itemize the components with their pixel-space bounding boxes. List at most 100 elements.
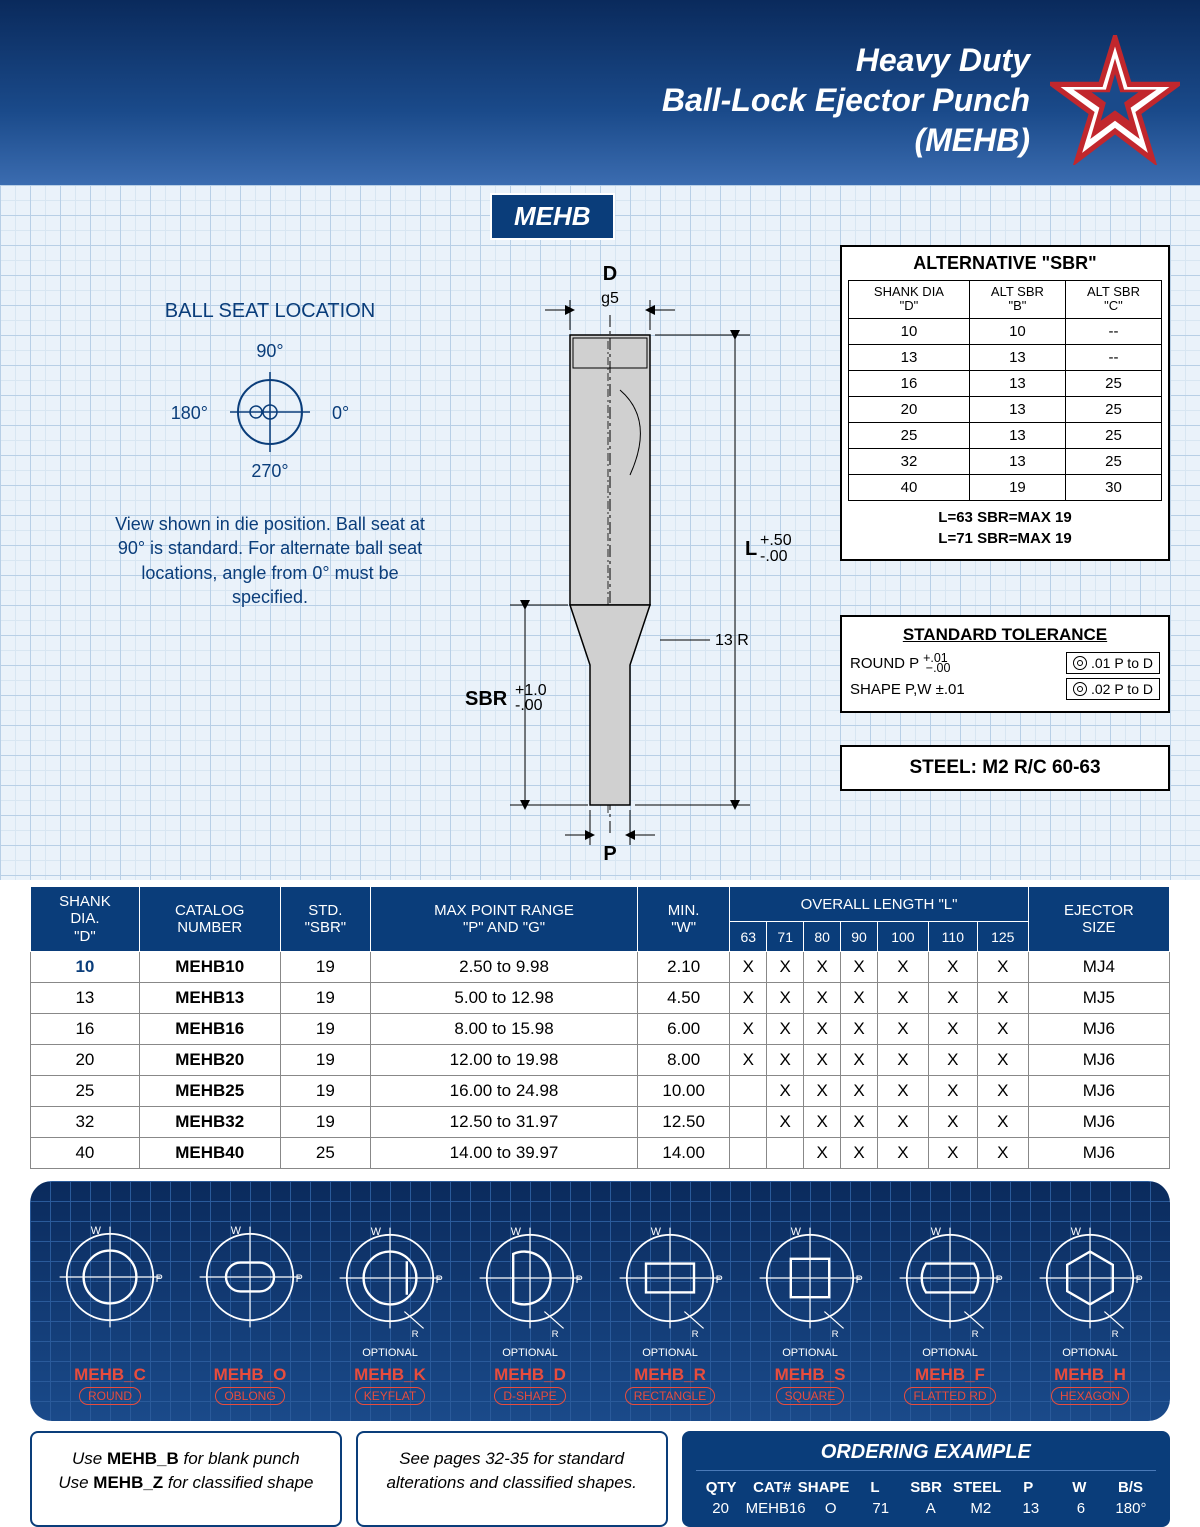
shape-name: ROUND — [79, 1387, 141, 1405]
ord-header: SHAPE — [798, 1479, 850, 1496]
th-lcol: 71 — [767, 922, 804, 951]
svg-text:W: W — [651, 1226, 662, 1238]
shape-name: KEYFLAT — [355, 1387, 425, 1405]
svg-text:P: P — [716, 1274, 723, 1286]
table-row: 40MEHB402514.00 to 39.9714.00XXXXXMJ6 — [31, 1137, 1170, 1168]
th-pg: MAX POINT RANGE "P" AND "G" — [371, 887, 638, 952]
alt-sbr-title: ALTERNATIVE "SBR" — [848, 253, 1162, 274]
table-cell: X — [877, 1075, 928, 1106]
shape-icon: W P R — [1030, 1213, 1150, 1343]
svg-text:SBR: SBR — [465, 688, 508, 710]
ord-value: O — [806, 1500, 856, 1517]
th-sbr: STD. "SBR" — [280, 887, 371, 952]
shape-code: MEHB_R — [600, 1365, 740, 1385]
table-cell: X — [841, 1044, 878, 1075]
alt-th: ALT SBR "C" — [1065, 281, 1161, 319]
th-lcol: 63 — [730, 922, 767, 951]
alt-cell: -- — [1065, 318, 1161, 344]
ord-value: 180° — [1106, 1500, 1156, 1517]
header-line3: (MEHB) — [662, 120, 1030, 160]
ord-header: P — [1003, 1479, 1054, 1496]
shape-code: MEHB_H — [1020, 1365, 1160, 1385]
th-ej: EJECTOR SIZE — [1028, 887, 1169, 952]
header-line1: Heavy Duty — [662, 40, 1030, 80]
svg-text:90°: 90° — [256, 341, 283, 361]
ball-seat-diagram: 90° 0° 180° 270° — [160, 337, 380, 487]
table-cell — [730, 1137, 767, 1168]
shape-code: MEHB_D — [460, 1365, 600, 1385]
alt-note2: L=71 SBR=MAX 19 — [848, 528, 1162, 549]
shape-code: MEHB_S — [740, 1365, 880, 1385]
std-r2-value: .02 P to D — [1066, 678, 1160, 700]
table-cell: X — [977, 1137, 1028, 1168]
table-cell: X — [928, 1106, 977, 1137]
alt-row: 201325 — [849, 396, 1162, 422]
table-cell: 20 — [31, 1044, 140, 1075]
svg-text:W: W — [931, 1226, 942, 1238]
shape-name: FLATTED RD — [904, 1387, 995, 1405]
shape-code: MEHB_O — [180, 1365, 320, 1385]
optional-label: OPTIONAL — [600, 1347, 740, 1359]
table-cell — [730, 1106, 767, 1137]
svg-text:W: W — [91, 1225, 102, 1237]
svg-text:P: P — [576, 1274, 583, 1286]
main-table-wrap: SHANK DIA. "D" CATALOG NUMBER STD. "SBR"… — [0, 886, 1200, 1169]
ord-value: MEHB16 — [746, 1500, 806, 1517]
footnote-box-2: See pages 32-35 for standard alterations… — [356, 1431, 668, 1527]
table-cell: 4.50 — [637, 982, 729, 1013]
table-cell: X — [841, 982, 878, 1013]
table-cell: X — [977, 951, 1028, 982]
alt-cell: 20 — [849, 396, 970, 422]
ball-seat-title: BALL SEAT LOCATION — [110, 300, 430, 323]
table-cell: 2.50 to 9.98 — [371, 951, 638, 982]
table-cell: 12.00 to 19.98 — [371, 1044, 638, 1075]
svg-text:+.50: +.50 — [760, 532, 792, 549]
shape-name: D-SHAPE — [494, 1387, 565, 1405]
svg-text:R: R — [972, 1329, 979, 1340]
table-cell: 16 — [31, 1013, 140, 1044]
optional-label: OPTIONAL — [320, 1347, 460, 1359]
table-cell: X — [730, 951, 767, 982]
alt-th: SHANK DIA "D" — [849, 281, 970, 319]
table-cell: 19 — [280, 1044, 371, 1075]
table-cell: X — [877, 951, 928, 982]
table-cell: X — [804, 1013, 841, 1044]
th-lcol: 110 — [928, 922, 977, 951]
steel-spec: STEEL: M2 R/C 60-63 — [840, 745, 1170, 791]
svg-text:13 R: 13 R — [715, 632, 749, 649]
table-cell: X — [804, 951, 841, 982]
shape-icon: W P — [190, 1212, 310, 1342]
table-cell: X — [928, 982, 977, 1013]
svg-text:W: W — [371, 1226, 382, 1238]
th-cat: CATALOG NUMBER — [139, 887, 280, 952]
header-title: Heavy Duty Ball-Lock Ejector Punch (MEHB… — [662, 40, 1030, 160]
table-cell: 5.00 to 12.98 — [371, 982, 638, 1013]
ord-header: W — [1054, 1479, 1105, 1496]
table-cell: 12.50 to 31.97 — [371, 1106, 638, 1137]
page: Heavy Duty Ball-Lock Ejector Punch (MEHB… — [0, 0, 1200, 1518]
ord-header: B/S — [1105, 1479, 1156, 1496]
alt-cell: 10 — [969, 318, 1065, 344]
shape-item: W P R OPTIONAL MEHB_H HEXAGON — [1020, 1213, 1160, 1405]
table-cell: MEHB32 — [139, 1106, 280, 1137]
table-cell: 6.00 — [637, 1013, 729, 1044]
table-cell: MJ6 — [1028, 1075, 1169, 1106]
table-cell: 13 — [31, 982, 140, 1013]
svg-text:R: R — [412, 1329, 419, 1340]
th-d: SHANK DIA. "D" — [31, 887, 140, 952]
shape-code: MEHB_K — [320, 1365, 460, 1385]
alt-note1: L=63 SBR=MAX 19 — [848, 507, 1162, 528]
table-cell: 8.00 — [637, 1044, 729, 1075]
mehb-tag: MEHB — [490, 193, 615, 240]
table-cell: 10 — [31, 951, 140, 982]
std-r1-value: .01 P to D — [1066, 652, 1160, 674]
svg-text:P: P — [856, 1274, 863, 1286]
table-cell: X — [841, 1137, 878, 1168]
alt-cell: 19 — [969, 474, 1065, 500]
table-cell: MEHB40 — [139, 1137, 280, 1168]
optional-label: OPTIONAL — [880, 1347, 1020, 1359]
table-cell: X — [730, 982, 767, 1013]
ord-value: M2 — [956, 1500, 1006, 1517]
optional-label: OPTIONAL — [740, 1347, 880, 1359]
table-cell: X — [767, 1075, 804, 1106]
